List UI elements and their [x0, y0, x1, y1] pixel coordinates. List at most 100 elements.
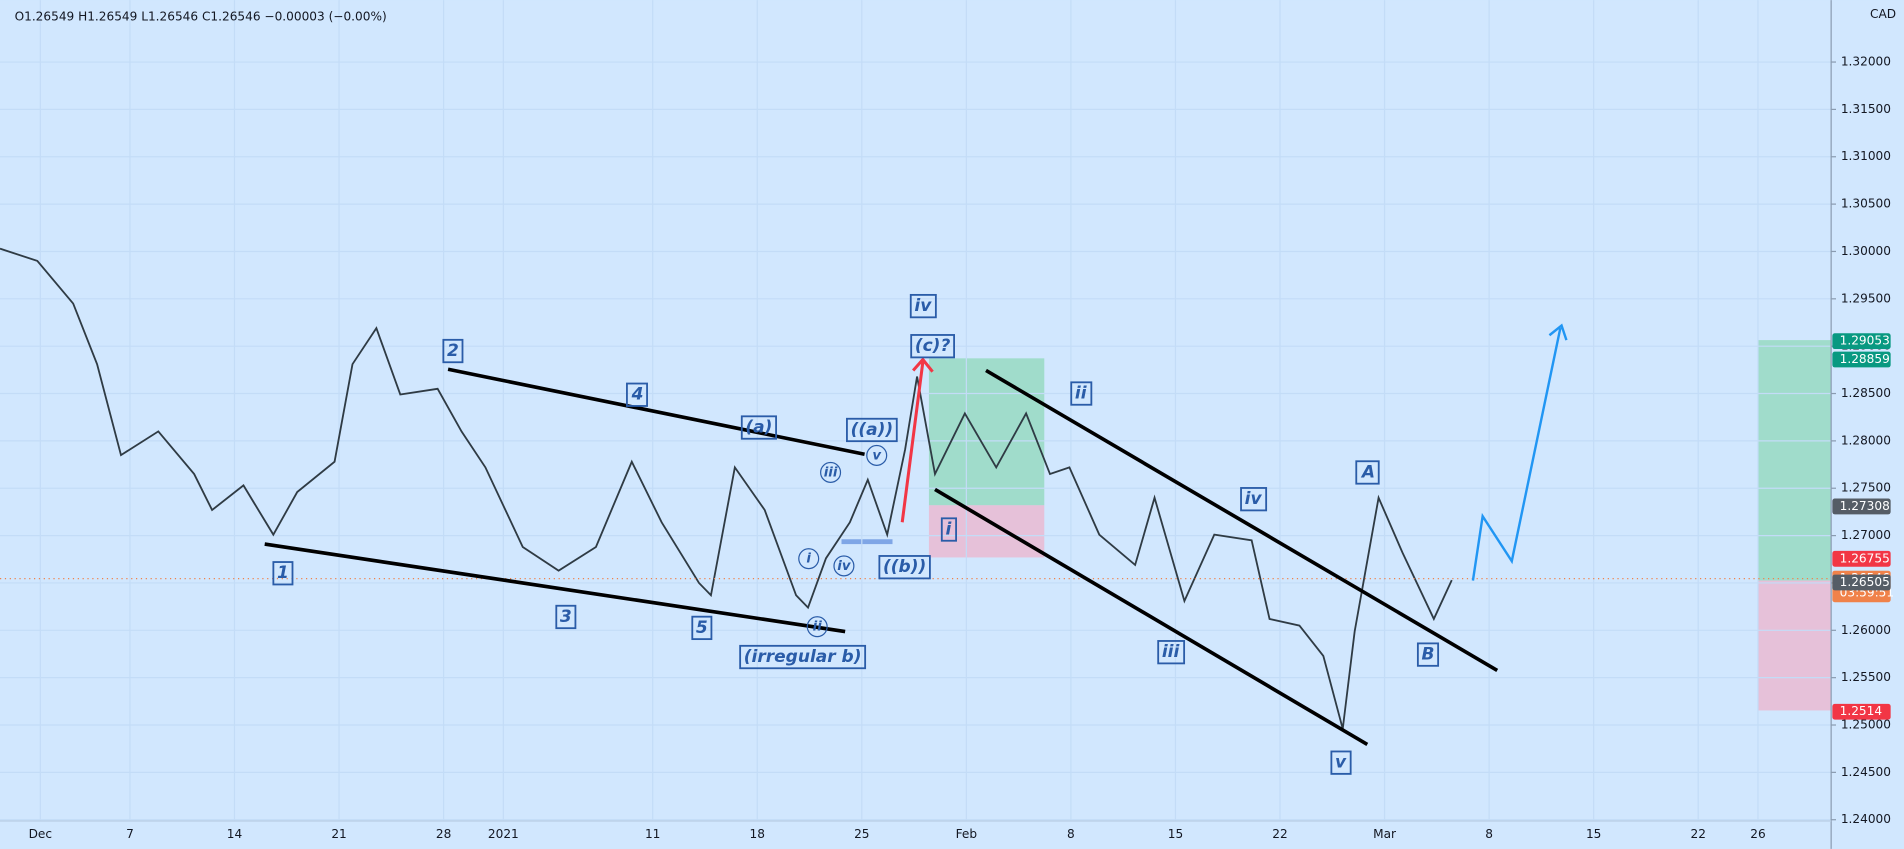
wave-label: 3	[560, 607, 572, 627]
x-tick-label: 14	[227, 827, 243, 841]
x-tick-label: 15	[1586, 827, 1601, 841]
y-tick-label: 1.25000	[1841, 718, 1891, 732]
wave-label: (irregular b)	[744, 647, 862, 667]
price-tag	[1832, 703, 1891, 720]
trendline	[934, 487, 1369, 747]
price-tag-label: 1.26755	[1840, 551, 1890, 565]
label-box	[846, 417, 898, 443]
trendline	[985, 368, 1499, 672]
y-tick-label: 1.24000	[1841, 812, 1891, 826]
x-tick-label: 7	[126, 827, 134, 841]
wave-label: i	[945, 520, 952, 540]
y-tick-label: 1.25500	[1841, 670, 1891, 684]
wave-label: iv	[1245, 489, 1263, 509]
y-tick-label: 1.30500	[1841, 197, 1891, 211]
label-circle	[798, 548, 820, 570]
currency: CAD	[1870, 7, 1896, 21]
wave-label: ii	[813, 620, 823, 635]
wave-label: 5	[696, 618, 708, 638]
price-tag-label: 1.27308	[1840, 499, 1890, 513]
x-tick-label: 8	[1067, 827, 1075, 841]
wave-label: iv	[837, 559, 852, 574]
x-tick-label: 11	[645, 827, 660, 841]
label-box	[1330, 750, 1352, 775]
x-tick-label: 18	[750, 827, 765, 841]
wave-label: 4	[631, 385, 644, 405]
wave-label: ii	[1075, 384, 1088, 404]
price-tag-label: 1.28859	[1840, 352, 1890, 366]
profit-zone	[1758, 340, 1832, 581]
label-box	[691, 615, 713, 641]
label-box	[1355, 460, 1380, 485]
label-box	[878, 555, 931, 580]
price-tag	[1832, 574, 1891, 591]
x-tick-label: Dec	[29, 827, 52, 841]
x-tick-label: 26	[1750, 827, 1765, 841]
trendlines	[264, 367, 1499, 747]
price-tag	[1832, 550, 1891, 567]
x-tick-label: 22	[1272, 827, 1287, 841]
ohlc-header: O1.26549 H1.26549 L1.26546 C1.26546 −0.0…	[15, 10, 387, 24]
label-box	[1240, 487, 1268, 512]
label-circle	[833, 555, 855, 577]
price-tag-label: 1.26505	[1840, 575, 1890, 589]
x-tick-label: 21	[331, 827, 346, 841]
price-tag	[1832, 333, 1891, 350]
x-tick-label: 15	[1168, 827, 1183, 841]
profit-zone	[928, 358, 1045, 506]
y-tick-label: 1.27500	[1841, 481, 1891, 495]
y-tick-label: 1.30000	[1841, 244, 1891, 258]
label-circle	[820, 461, 842, 483]
label-box	[910, 334, 955, 359]
y-tick-label: 1.31500	[1841, 102, 1891, 116]
y-tick-label: 1.29500	[1841, 291, 1891, 305]
y-tick-label: 1.31000	[1841, 149, 1891, 163]
label-box	[739, 644, 867, 670]
y-tick-label: 1.24500	[1841, 765, 1891, 779]
loss-zone	[928, 505, 1045, 558]
x-tick-label: 22	[1690, 827, 1705, 841]
price-tag-label: 1.29053	[1840, 334, 1890, 348]
price-tags: 1.290531.288591.273081.267551.2654603:59…	[1832, 333, 1894, 720]
x-tick-label: 25	[854, 827, 869, 841]
label-box	[1157, 640, 1186, 665]
wave-label: v	[1335, 753, 1347, 773]
wave-label: 1	[277, 563, 289, 583]
x-tick-label: 28	[436, 827, 451, 841]
y-tick-label: 1.26000	[1841, 623, 1891, 637]
label-box	[1416, 642, 1440, 667]
y-tick-label: 1.28500	[1841, 386, 1891, 400]
wave-label: ((b))	[883, 557, 926, 577]
label-box	[1070, 381, 1093, 406]
label-box	[940, 517, 957, 542]
price-line	[0, 247, 1453, 730]
wave-label: B	[1422, 645, 1435, 665]
wave-label: iv	[914, 296, 932, 316]
label-box	[555, 604, 577, 630]
wave-label: ((a))	[851, 420, 894, 440]
arrow	[900, 357, 934, 523]
price-tag	[1832, 498, 1891, 515]
wave-label: v	[872, 448, 882, 463]
label-box	[272, 561, 294, 586]
range-marker	[841, 539, 893, 545]
wave-label: A	[1360, 462, 1375, 482]
trendline	[264, 542, 846, 634]
wave-label: (c)?	[915, 336, 951, 356]
x-tick-label: Mar	[1373, 827, 1396, 841]
label-circle	[866, 444, 888, 466]
plot	[0, 247, 1832, 730]
trendline	[447, 367, 865, 457]
wave-label: 2	[447, 341, 459, 361]
price-tag	[1832, 351, 1891, 368]
label-box	[626, 382, 648, 407]
wave-label: iii	[824, 465, 838, 480]
x-tick-label: 2021	[488, 827, 519, 841]
wave-label: (a)	[745, 418, 772, 438]
x-tick-label: 8	[1485, 827, 1493, 841]
wave-label: iii	[1162, 642, 1181, 662]
y-tick-label: 1.32000	[1841, 55, 1891, 69]
label-box	[442, 338, 464, 364]
label-box	[909, 293, 937, 319]
